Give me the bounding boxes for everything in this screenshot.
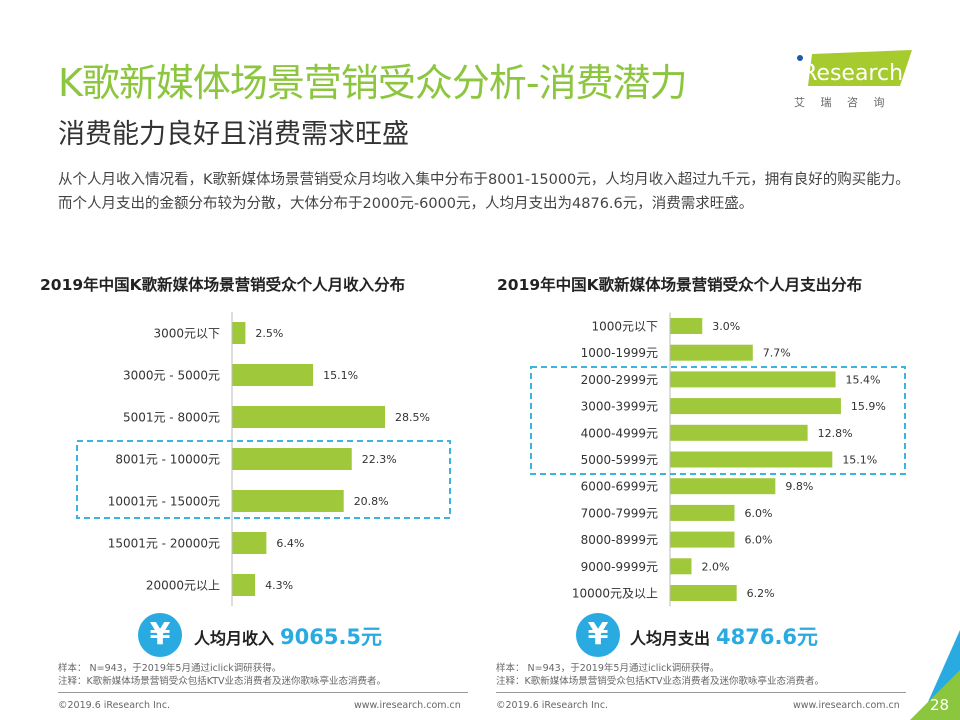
bar — [232, 448, 352, 470]
corner-decoration — [910, 630, 960, 720]
category-label: 10000元及以上 — [572, 587, 658, 601]
divider — [58, 692, 468, 693]
value-label: 7.7% — [763, 347, 791, 360]
value-label: 28.5% — [395, 411, 430, 424]
bar — [232, 364, 314, 386]
bar — [670, 558, 692, 575]
category-label: 3000元 - 5000元 — [123, 369, 220, 383]
website-link[interactable]: www.iresearch.com.cn — [793, 700, 900, 711]
value-label: 6.0% — [745, 534, 773, 547]
expense-bar-chart: 1000元以下 3.0% 1000-1999元 7.7% 2000-2999元 15.4%… — [530, 312, 906, 607]
divider — [496, 692, 906, 693]
category-label: 6000-6999元 — [581, 480, 658, 494]
chart-title-expense: 2019年中国K歌新媒体场景营销受众个人月支出分布 — [497, 276, 863, 294]
income-avg-label: 人均月收入 — [194, 629, 275, 648]
value-label: 2.0% — [702, 560, 730, 573]
bar — [670, 451, 833, 468]
value-label: 6.4% — [276, 537, 304, 550]
note-text: 注释：K歌新媒体场景营销受众包括KTV业态消费者及迷你歌咏亭业态消费者。 — [496, 676, 825, 687]
category-label: 1000-1999元 — [581, 346, 658, 360]
category-label: 2000-2999元 — [581, 373, 658, 387]
bar — [670, 371, 836, 388]
category-label: 1000元以下 — [591, 320, 658, 334]
yen-icon: ¥ — [576, 613, 620, 657]
bar — [670, 585, 737, 601]
value-label: 2.5% — [255, 327, 283, 340]
category-label: 10001元 - 15000元 — [108, 495, 220, 509]
description: 从个人月收入情况看，K歌新媒体场景营销受众月均收入集中分布于8001-15000… — [58, 172, 910, 212]
value-label: 4.3% — [265, 579, 293, 592]
iresearch-logo: iResearch 艾 瑞 咨 询 — [790, 48, 920, 110]
value-label: 15.4% — [846, 373, 881, 386]
sample-text: 样本： N=943，于2019年5月通过iclick调研获得。 — [496, 663, 720, 674]
copyright: ©2019.6 iResearch Inc. — [58, 700, 171, 711]
bar — [670, 531, 735, 548]
page-number: 28 — [930, 696, 950, 714]
logo-banner: iResearch — [796, 50, 912, 86]
category-label: 3000-3999元 — [581, 400, 658, 414]
bar — [232, 406, 386, 428]
value-label: 6.0% — [745, 507, 773, 520]
logo-text: iResearch — [796, 61, 903, 86]
value-label: 3.0% — [712, 320, 740, 333]
sample-note-right: 样本： N=943，于2019年5月通过iclick调研获得。 注释：K歌新媒体… — [496, 662, 824, 688]
category-label: 8001元 - 10000元 — [115, 453, 220, 467]
category-label: 15001元 - 20000元 — [108, 537, 220, 551]
bar — [232, 532, 267, 554]
category-label: 5000-5999元 — [581, 453, 658, 467]
sample-note-left: 样本： N=943，于2019年5月通过iclick调研获得。 注释：K歌新媒体… — [58, 662, 386, 688]
page-title: K歌新媒体场景营销受众分析-消费潜力 — [58, 61, 688, 105]
page-subtitle: 消费能力良好且消费需求旺盛 — [58, 119, 409, 150]
income-avg-value: 9065.5元 — [280, 625, 383, 649]
bar — [232, 490, 344, 512]
value-label: 22.3% — [362, 453, 397, 466]
website-link[interactable]: www.iresearch.com.cn — [354, 700, 461, 711]
highlight-box — [76, 440, 451, 519]
category-label: 20000元以上 — [146, 579, 220, 593]
value-label: 9.8% — [785, 480, 813, 493]
value-label: 15.1% — [842, 454, 877, 467]
value-label: 12.8% — [818, 427, 853, 440]
bar — [670, 318, 703, 334]
yen-icon: ¥ — [138, 613, 182, 657]
bar — [670, 424, 808, 441]
chart-title-income: 2019年中国K歌新媒体场景营销受众个人月收入分布 — [40, 276, 406, 294]
bar — [670, 504, 735, 521]
bar — [232, 574, 256, 596]
copyright: ©2019.6 iResearch Inc. — [496, 700, 609, 711]
category-label: 9000-9999元 — [581, 560, 658, 574]
value-label: 6.2% — [747, 587, 775, 600]
category-label: 8000-8999元 — [581, 533, 658, 547]
bar — [670, 398, 841, 415]
expense-avg-value: 4876.6元 — [716, 625, 819, 649]
income-bar-chart: 3000元以下 2.5% 3000元 - 5000元 15.1% 5001元 - 800… — [76, 312, 451, 606]
bar — [670, 478, 776, 495]
category-label: 3000元以下 — [153, 327, 220, 341]
value-label: 20.8% — [354, 495, 389, 508]
bar — [232, 322, 246, 344]
category-label: 5001元 - 8000元 — [123, 411, 220, 425]
logo-sub: 艾 瑞 咨 询 — [794, 96, 891, 109]
value-label: 15.9% — [851, 400, 886, 413]
expense-avg-label: 人均月支出 — [630, 629, 711, 648]
note-text: 注释：K歌新媒体场景营销受众包括KTV业态消费者及迷你歌咏亭业态消费者。 — [58, 676, 387, 687]
bar — [670, 344, 753, 361]
category-label: 4000-4999元 — [581, 426, 658, 440]
sample-text: 样本： N=943，于2019年5月通过iclick调研获得。 — [58, 663, 282, 674]
category-label: 7000-7999元 — [581, 506, 658, 520]
value-label: 15.1% — [323, 369, 358, 382]
